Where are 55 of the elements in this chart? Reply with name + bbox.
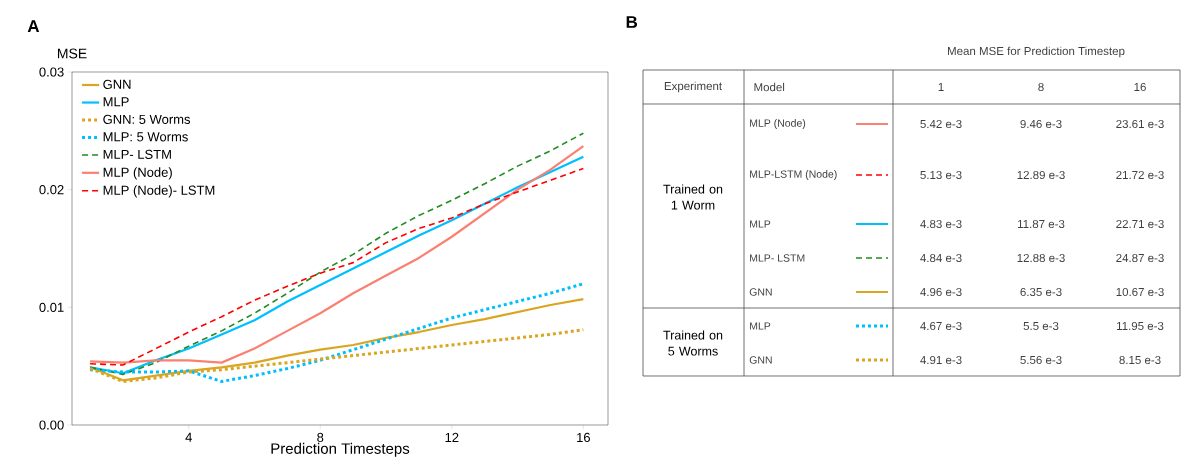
y-tick-label: 0.01: [39, 302, 64, 312]
y-tick-label: 0.00: [39, 420, 64, 430]
text: 4.67 e-3: [920, 321, 962, 331]
text: 8.15 e-3: [1119, 355, 1161, 365]
text: GNN: [749, 356, 772, 364]
x-tick-label: 8: [317, 432, 324, 442]
x-tick-label: 16: [577, 432, 591, 442]
text: 5.5 e-3: [1023, 321, 1059, 331]
text: 6.35 e-3: [1020, 287, 1062, 297]
text: MLP (Node): [750, 119, 806, 129]
legend-label: MLP (Node): [103, 167, 172, 180]
legend-label: MLP: 5 Worms: [103, 132, 188, 142]
text: MLP- LSTM: [750, 254, 805, 262]
text: 1: [938, 83, 944, 91]
text: 4.96 e-3: [920, 287, 962, 297]
text: 5.56 e-3: [1020, 355, 1062, 365]
x-tick-label: 12: [445, 432, 459, 442]
text: 16: [1134, 82, 1146, 92]
text: 4.83 e-3: [920, 219, 962, 229]
legend-label: MLP: [103, 97, 129, 107]
text: 4.84 e-3: [920, 253, 962, 263]
text: 22.71 e-3: [1116, 219, 1164, 229]
text: GNN: [749, 288, 772, 296]
text: 11.95 e-3: [1117, 321, 1164, 331]
text: Trained on 1 Worm: [663, 184, 723, 210]
text: Experiment: [664, 81, 722, 93]
text: 4.91 e-3: [920, 355, 962, 365]
text: Model: [754, 82, 785, 92]
legend-label: GNN: 5 Worms: [103, 114, 191, 124]
x-tick-label: 4: [185, 432, 192, 442]
text: 24.87 e-3: [1116, 253, 1164, 263]
text: Trained on 5 Worms: [663, 330, 723, 356]
text: 12.89 e-3: [1017, 170, 1065, 180]
text: 9.46 e-3: [1020, 119, 1062, 129]
text: MLP: [750, 220, 771, 228]
text: 12.88 e-3: [1017, 253, 1065, 263]
text: 10.67 e-3: [1116, 287, 1164, 297]
text: A: [27, 20, 40, 32]
text: 5.42 e-3: [920, 119, 962, 129]
text: 8: [1038, 82, 1044, 92]
text: B: [626, 16, 638, 28]
y-axis-title: MSE: [57, 48, 87, 59]
legend-label: MLP (Node)- LSTM: [103, 185, 215, 198]
text: MLP-LSTM (Node): [750, 170, 837, 180]
text: Mean MSE for Prediction Timestep: [948, 46, 1125, 58]
text: 5.13 e-3: [920, 170, 962, 180]
y-tick-label: 0.03: [39, 67, 64, 77]
x-axis-title: Prediction Timesteps: [271, 442, 410, 457]
text: 11.87 e-3: [1018, 219, 1065, 229]
text: MLP: [750, 322, 771, 330]
text: 23.61 e-3: [1116, 119, 1164, 129]
text: 21.72 e-3: [1116, 170, 1164, 180]
legend-label: MLP- LSTM: [103, 149, 171, 159]
legend-label: GNN: [103, 79, 131, 89]
y-tick-label: 0.02: [39, 185, 64, 195]
